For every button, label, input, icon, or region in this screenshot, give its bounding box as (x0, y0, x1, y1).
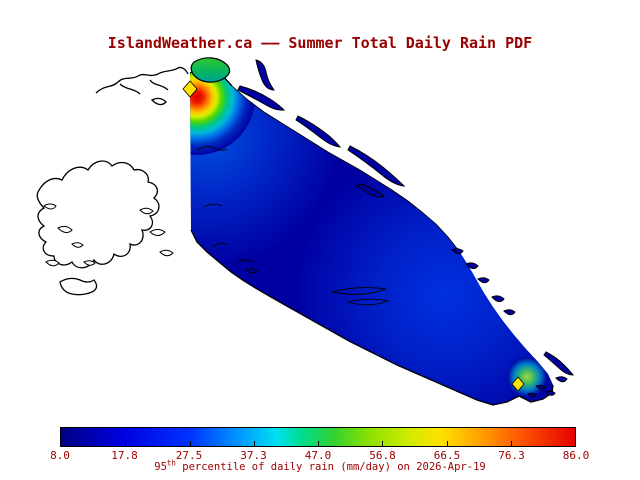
inlet-squiggle (237, 259, 254, 263)
island-outline (159, 249, 174, 257)
colorbar-tick-label: 47.0 (304, 449, 332, 462)
mainland-top-coast (95, 66, 189, 94)
coastline-northeast (231, 85, 460, 252)
inlet-squiggle (211, 242, 229, 248)
island-outline (45, 259, 60, 267)
island-filled (543, 351, 575, 376)
colorbar-labels: 8.0 17.8 27.5 37.3 47.0 56.8 66.5 76.3 86.0 (50, 449, 589, 462)
caption-superscript: th (166, 458, 176, 468)
colorbar-tick (318, 441, 319, 446)
colorbar-tick-label: 27.5 (175, 449, 203, 462)
island-filled (527, 392, 537, 398)
island-filled (347, 145, 406, 187)
colorbar-tick (189, 441, 191, 446)
mainland-inlet (149, 79, 169, 91)
inlet-squiggle (203, 203, 223, 208)
colorbar-tick-label: 56.8 (369, 449, 396, 462)
colorbar-tick (446, 441, 448, 446)
colorbar-tick (382, 441, 384, 446)
colorbar-tick-label: 37.3 (240, 449, 267, 462)
colorbar-tick (510, 441, 512, 446)
inlet-squiggle (197, 145, 228, 151)
island-filled (555, 376, 568, 383)
lake-outline (346, 298, 390, 306)
caption-value: 95 (154, 461, 167, 473)
island-outline (139, 207, 154, 215)
southeast-station-marker (511, 376, 525, 392)
southeast-patch (507, 357, 547, 397)
island-filled (465, 262, 479, 270)
colorbar-tick-label: 66.5 (433, 449, 461, 462)
island-filled (354, 183, 385, 198)
station-markers-group (182, 80, 525, 392)
lake-outline (331, 287, 387, 295)
small-islands-west (43, 203, 174, 267)
colorbar-tick-label: 8.0 (50, 449, 70, 462)
plot-title: IslandWeather.ca —— Summer Total Daily R… (107, 34, 533, 52)
colorbar-tick-label: 17.8 (111, 449, 138, 462)
island-outline (150, 97, 167, 106)
island-outline (57, 225, 73, 234)
island-outline (71, 242, 84, 248)
colorbar (60, 427, 576, 447)
island-filled (535, 384, 546, 390)
coastline-west (190, 229, 554, 406)
strait-islands-group (237, 59, 575, 398)
island-filled (451, 248, 464, 255)
colorbar-tick (253, 441, 255, 446)
north-tip-islet (190, 57, 231, 83)
island-outline (43, 203, 57, 210)
island-filled (255, 59, 276, 91)
caption: 95th percentile of daily rain (mm/day) o… (0, 458, 640, 473)
mainland-inlet (119, 83, 141, 95)
colorbar-tick-label: 76.3 (498, 449, 525, 462)
north-hotspot (190, 67, 255, 155)
mainland-south-mass (59, 277, 98, 296)
island-filled (503, 309, 516, 316)
north-station-marker (182, 80, 198, 98)
island-filled (491, 295, 505, 303)
island-outline (83, 260, 96, 266)
island-filled (295, 115, 342, 148)
caption-rest: percentile of daily rain (mm/day) on 202… (175, 461, 486, 473)
island-filled (477, 277, 490, 284)
colorbar-tick (125, 441, 127, 446)
south-lobe (295, 145, 553, 405)
island-filled (237, 85, 286, 111)
interior-detail-group (197, 145, 390, 306)
island-outline (245, 268, 258, 274)
colorbar-tick-label: 86.0 (562, 449, 590, 462)
island-outline (149, 229, 166, 236)
mainland-outline-group (36, 66, 189, 296)
island-filled (545, 390, 556, 396)
mainland-west-mass (36, 160, 160, 269)
